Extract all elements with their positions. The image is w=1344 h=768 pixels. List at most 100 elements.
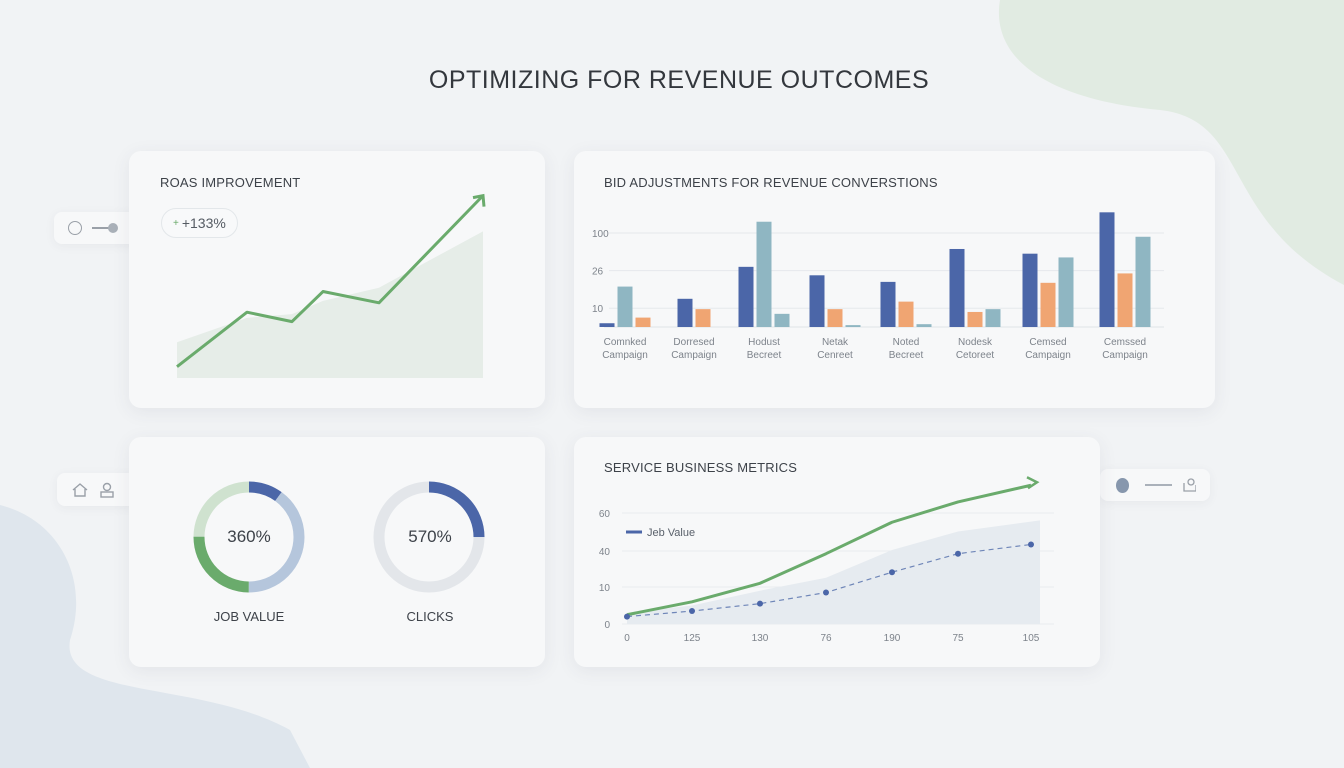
bar (756, 221, 772, 327)
x-tick-label: Cemsed (1029, 337, 1066, 348)
dot-icon[interactable] (1116, 477, 1130, 493)
x-tick-label: Campaign (1025, 350, 1071, 361)
circle-icon[interactable] (68, 221, 82, 235)
bar (677, 298, 693, 327)
jeb-value-point (889, 569, 895, 576)
left-bottom-controls (57, 473, 137, 506)
bar (774, 313, 790, 327)
arrow-head-icon (1026, 476, 1040, 490)
jeb-value-point (823, 589, 829, 596)
y-tick-label: 10 (599, 583, 611, 594)
line-icon (1145, 484, 1172, 486)
bar (1058, 257, 1074, 327)
roas-line (176, 194, 485, 368)
donut-card: 360% 570% JOB VALUE CLICKS (129, 437, 545, 667)
bid-chart: 100 26 10 Comnked Campaign Dorresed Campaign Ho… (592, 212, 1164, 361)
y-tick-label: 60 (599, 509, 611, 520)
jeb-value-point (955, 550, 961, 557)
y-tick-label: 26 (592, 267, 604, 278)
roas-title: ROAS IMPROVEMENT (160, 175, 301, 190)
x-tick-label: 75 (952, 633, 964, 644)
x-tick-label: Netak (822, 337, 849, 348)
clicks-center: 570% (408, 527, 452, 546)
home-icon[interactable] (71, 482, 89, 498)
job-value-center: 360% (227, 527, 271, 546)
donut-slice (193, 481, 305, 593)
background-blob-green (998, 0, 1344, 285)
page-title: OPTIMIZING FOR REVENUE OUTCOMES (428, 66, 930, 94)
roas-chart (176, 193, 486, 378)
x-tick-label: Cenreet (817, 350, 853, 361)
bar (1117, 273, 1133, 327)
x-tick-label: Cemssed (1104, 337, 1146, 348)
x-tick-label: 190 (884, 633, 901, 644)
x-tick-label: 0 (624, 633, 630, 644)
bar (880, 281, 896, 327)
x-tick-label: Becreet (747, 350, 782, 361)
bar (599, 323, 615, 327)
roas-card: ROAS IMPROVEMENT + +133% (129, 151, 545, 408)
x-tick-label: Comnked (604, 337, 647, 348)
donut-slice (373, 481, 485, 593)
bar (809, 275, 825, 327)
x-tick-label: Noted (893, 337, 920, 348)
service-card: SERVICE BUSINESS METRICS 60 40 10 0 0 125 130 7… (574, 437, 1100, 667)
bar (845, 325, 861, 327)
bar (695, 309, 711, 327)
x-tick-label: Campaign (602, 350, 648, 361)
bar (916, 324, 932, 327)
jeb-value-point (757, 600, 763, 607)
donut-slice (193, 481, 305, 593)
service-area (627, 520, 1040, 624)
x-tick-label: 105 (1023, 633, 1040, 644)
service-title: SERVICE BUSINESS METRICS (604, 460, 798, 475)
roas-badge: + +133% (161, 208, 238, 238)
donut-slice (193, 481, 305, 593)
bid-title: BID ADJUSTMENTS FOR REVENUE CONVERSTIONS (604, 175, 938, 190)
slider-icon[interactable] (92, 223, 118, 233)
job-value-label: JOB VALUE (213, 609, 285, 624)
legend-label: Jeb Value (647, 527, 695, 539)
x-tick-label: 76 (820, 633, 832, 644)
bar (1022, 253, 1038, 327)
bar (898, 301, 914, 327)
y-tick-label: 0 (604, 620, 610, 631)
x-tick-label: Dorresed (673, 337, 714, 348)
x-tick-label: 130 (752, 633, 769, 644)
x-tick-label: Hodust (748, 337, 780, 348)
clicks-label: CLICKS (406, 609, 454, 624)
jeb-value-point (689, 608, 695, 615)
bar (617, 286, 633, 327)
right-controls (1100, 469, 1210, 501)
jeb-value-point (624, 613, 630, 620)
bar (1135, 236, 1151, 327)
x-tick-label: Campaign (1102, 350, 1148, 361)
roas-area (177, 231, 483, 378)
bid-card: BID ADJUSTMENTS FOR REVENUE CONVERSTIONS… (574, 151, 1215, 408)
bar (1099, 212, 1115, 327)
bar (738, 266, 754, 327)
x-tick-label: Campaign (671, 350, 717, 361)
x-tick-label: Becreet (889, 350, 924, 361)
jeb-value-point (1028, 541, 1034, 548)
background-blob-blue (0, 505, 310, 768)
upload-icon[interactable] (1182, 477, 1196, 493)
y-tick-label: 10 (592, 304, 604, 315)
y-tick-label: 100 (592, 229, 609, 240)
x-tick-label: Cetoreet (956, 350, 995, 361)
bar (967, 311, 983, 327)
green-line (626, 483, 1032, 617)
bar (827, 309, 843, 327)
y-tick-label: 40 (599, 547, 611, 558)
bar (985, 309, 1001, 327)
x-tick-label: Nodesk (958, 337, 993, 348)
user-icon[interactable] (99, 482, 115, 498)
bar (635, 317, 651, 327)
arrow-head-icon (472, 193, 486, 207)
bar (949, 248, 965, 327)
service-chart: 60 40 10 0 0 125 130 76 190 75 105 Jeb Value (599, 476, 1054, 644)
x-tick-label: 125 (684, 633, 701, 644)
bar (1040, 282, 1056, 327)
donut-charts (193, 481, 485, 593)
plus-icon: + (173, 217, 179, 229)
